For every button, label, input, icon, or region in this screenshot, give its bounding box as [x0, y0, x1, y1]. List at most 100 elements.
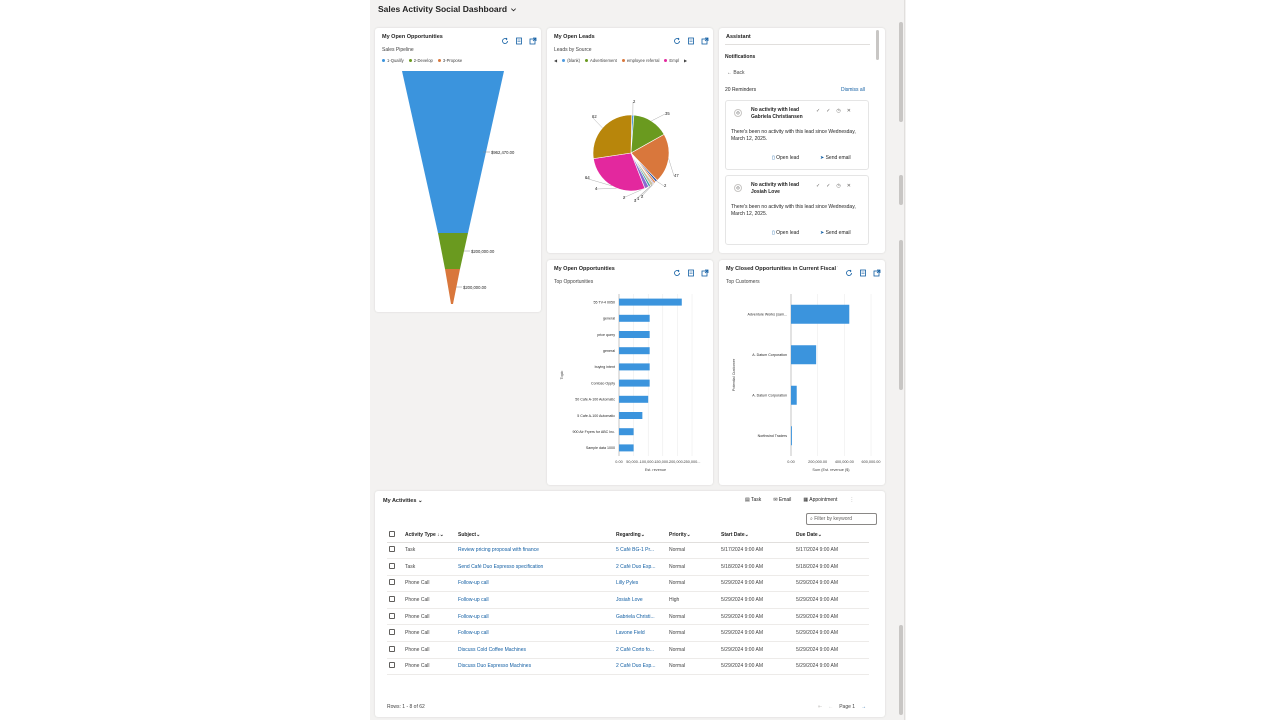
row-checkbox[interactable] — [389, 645, 395, 652]
column-priority[interactable]: Priority⌄ — [667, 529, 719, 543]
expand-icon[interactable] — [701, 32, 709, 45]
table-row[interactable]: Phone Call Follow-up call Lilly Pyles Norma… — [387, 575, 869, 593]
column-due-date[interactable]: Due Date⌄ — [794, 529, 869, 543]
expand-icon[interactable] — [529, 32, 537, 45]
table-row[interactable]: Phone Call Discuss Cold Coffee Machines 2 … — [387, 641, 869, 659]
cell-regarding[interactable]: Lavone Field — [614, 624, 667, 643]
snooze-icon[interactable]: ◷ — [836, 108, 847, 114]
expand-icon[interactable] — [873, 264, 881, 277]
cell-subject[interactable]: Follow-up call — [456, 591, 614, 609]
row-checkbox[interactable] — [389, 546, 395, 553]
view-records-icon[interactable] — [859, 264, 867, 277]
cell-subject[interactable]: Send Café Duo Espresso specification — [456, 558, 614, 576]
activities-title-button[interactable]: My Activities ⌄ — [383, 498, 423, 504]
refresh-icon[interactable] — [673, 32, 681, 44]
cell-regarding[interactable]: 2 Café Duo Esp... — [614, 658, 667, 676]
cell-regarding[interactable]: 2 Café Duo Esp... — [614, 558, 667, 576]
previous-page-icon[interactable]: ← — [828, 704, 834, 710]
column-regarding[interactable]: Regarding⌄ — [614, 529, 667, 543]
legend-next-icon[interactable]: ▶ — [683, 58, 688, 63]
cell-subject[interactable]: Follow-up call — [456, 624, 614, 643]
pie-slice[interactable] — [593, 152, 646, 192]
table-row[interactable]: Task Review pricing proposal with finance… — [387, 542, 869, 560]
column-subject[interactable]: Subject⌄ — [456, 529, 614, 543]
column-activity-type[interactable]: Activity Type ↓⌄ — [403, 529, 456, 543]
thumbs-up-icon[interactable]: ✓ — [826, 108, 837, 114]
table-row[interactable]: Phone Call Follow-up call Gabriela Christi… — [387, 608, 869, 626]
send-email-button[interactable]: ➤ Send email — [820, 155, 851, 161]
notification-actions[interactable]: ✓✓◷✕ — [816, 183, 857, 189]
view-records-icon[interactable] — [687, 264, 695, 277]
row-checkbox[interactable] — [389, 562, 395, 569]
bar[interactable] — [619, 347, 650, 355]
assistant-scrollbar[interactable] — [876, 30, 879, 60]
thumbs-down-icon[interactable]: ✓ — [816, 183, 827, 189]
dashboard-title[interactable]: Sales Activity Social Dashboard — [378, 4, 517, 14]
bar[interactable] — [619, 363, 650, 371]
cell-subject[interactable]: Discuss Duo Espresso Machines — [456, 658, 614, 676]
thumbs-down-icon[interactable]: ✓ — [816, 108, 827, 114]
bar[interactable] — [619, 395, 649, 403]
row-checkbox[interactable] — [389, 612, 395, 619]
bar[interactable] — [619, 379, 650, 387]
row-checkbox[interactable] — [389, 596, 395, 603]
view-records-icon[interactable] — [687, 32, 695, 45]
bar[interactable] — [619, 412, 643, 419]
cell-regarding[interactable]: 2 Café Corto fo... — [614, 641, 667, 659]
new-email-button[interactable]: ✉ Email — [773, 497, 791, 503]
table-row[interactable]: Phone Call Follow-up call Josiah Love High 5… — [387, 591, 869, 609]
bar[interactable] — [791, 426, 792, 446]
table-row[interactable]: Task Send Café Duo Espresso specification… — [387, 558, 869, 576]
bar[interactable] — [791, 345, 817, 365]
table-row[interactable]: Phone Call Follow-up call Lavone Field Norm… — [387, 624, 869, 643]
back-button[interactable]: ← Back — [727, 70, 745, 76]
more-icon[interactable]: ⋮ — [849, 497, 855, 503]
funnel-segment-propose[interactable] — [445, 269, 460, 304]
refresh-icon[interactable] — [845, 264, 853, 276]
page-scrollbar[interactable] — [899, 0, 904, 720]
cell-subject[interactable]: Discuss Cold Coffee Machines — [456, 641, 614, 659]
open-lead-button[interactable]: ▯ Open lead — [772, 155, 799, 161]
bar[interactable] — [619, 444, 634, 452]
select-all-checkbox[interactable] — [389, 531, 395, 538]
bar[interactable] — [791, 304, 850, 324]
close-icon[interactable]: ✕ — [846, 108, 857, 114]
row-checkbox[interactable] — [389, 629, 395, 636]
row-checkbox[interactable] — [389, 662, 395, 669]
send-email-button[interactable]: ➤ Send email — [820, 230, 851, 236]
expand-icon[interactable] — [701, 264, 709, 277]
bar[interactable] — [619, 331, 650, 338]
column-start-date[interactable]: Start Date⌄ — [719, 529, 794, 543]
new-appointment-button[interactable]: ▦ Appointment — [803, 497, 837, 503]
bar[interactable] — [619, 314, 650, 322]
view-records-icon[interactable] — [515, 32, 523, 45]
funnel-segment-develop[interactable] — [438, 233, 468, 269]
refresh-icon[interactable] — [673, 264, 681, 276]
dismiss-all-button[interactable]: Dismiss all — [841, 87, 865, 93]
close-icon[interactable]: ✕ — [846, 183, 857, 189]
bar[interactable] — [791, 385, 797, 405]
pie-slice[interactable] — [592, 114, 633, 159]
bar[interactable] — [619, 298, 682, 306]
legend-prev-icon[interactable]: ◀ — [554, 58, 558, 63]
new-task-button[interactable]: ▤ Task — [745, 497, 761, 503]
table-row[interactable]: Phone Call Discuss Duo Espresso Machines 2… — [387, 658, 869, 676]
refresh-icon[interactable] — [501, 32, 509, 44]
cell-regarding[interactable]: Gabriela Christi... — [614, 608, 667, 626]
cell-regarding[interactable]: 5 Café BG-1 Pr... — [614, 542, 667, 560]
cell-regarding[interactable]: Lilly Pyles — [614, 575, 667, 593]
next-page-icon[interactable]: → — [861, 704, 867, 710]
notification-actions[interactable]: ✓✓◷✕ — [816, 108, 857, 114]
snooze-icon[interactable]: ◷ — [836, 183, 847, 189]
first-page-icon[interactable]: ⇤ — [818, 704, 823, 710]
cell-subject[interactable]: Follow-up call — [456, 608, 614, 626]
funnel-segment-qualify[interactable] — [402, 71, 504, 233]
cell-regarding[interactable]: Josiah Love — [614, 591, 667, 609]
bar[interactable] — [619, 428, 634, 436]
cell-subject[interactable]: Review pricing proposal with finance — [456, 542, 614, 560]
row-checkbox[interactable] — [389, 579, 395, 586]
open-lead-button[interactable]: ▯ Open lead — [772, 230, 799, 236]
cell-subject[interactable]: Follow-up call — [456, 575, 614, 593]
filter-input[interactable]: ⌕ Filter by keyword — [806, 513, 877, 525]
pie-slice[interactable] — [630, 133, 670, 181]
